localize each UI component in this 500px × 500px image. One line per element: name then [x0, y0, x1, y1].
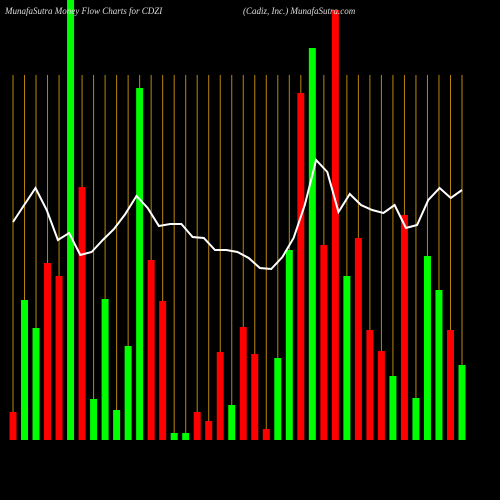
- bar: [124, 346, 132, 440]
- money-flow-line: [12, 157, 463, 271]
- bar: [90, 399, 98, 440]
- bar: [458, 365, 466, 440]
- bar: [78, 187, 86, 440]
- bar: [389, 376, 397, 440]
- bar: [55, 276, 63, 440]
- bar: [9, 412, 17, 440]
- bar: [136, 88, 144, 440]
- bar: [343, 276, 351, 440]
- bar: [366, 330, 374, 440]
- bar: [32, 328, 40, 440]
- bar: [377, 351, 385, 440]
- bar: [193, 412, 201, 440]
- bar: [308, 48, 316, 440]
- bar: [182, 433, 190, 440]
- bar: [446, 330, 454, 440]
- bar: [354, 238, 362, 440]
- bar: [101, 299, 109, 440]
- bar: [159, 301, 167, 440]
- bar: [262, 429, 270, 440]
- bar: [251, 354, 259, 440]
- bar: [274, 358, 282, 440]
- bar: [44, 263, 52, 440]
- bar: [320, 245, 328, 440]
- bar: [297, 93, 305, 440]
- bar: [423, 256, 431, 440]
- bar: [21, 300, 29, 440]
- chart-title: MunafaSutra Money Flow Charts for CDZI: [4, 6, 163, 16]
- bar: [228, 405, 236, 440]
- bar: [205, 421, 213, 440]
- bar: [400, 215, 408, 440]
- bar: [285, 250, 293, 440]
- bar: [147, 260, 155, 440]
- bar: [239, 327, 247, 440]
- bar: [435, 290, 443, 440]
- bar: [113, 410, 121, 440]
- lines: [12, 157, 463, 271]
- bar: [412, 398, 420, 440]
- bar: [216, 352, 224, 440]
- bar: [170, 433, 178, 440]
- bar: [67, 0, 75, 440]
- bars: [9, 0, 466, 440]
- chart-subtitle: (Cadiz, Inc.) MunafaSutra.com: [243, 6, 356, 16]
- bar: [331, 10, 339, 440]
